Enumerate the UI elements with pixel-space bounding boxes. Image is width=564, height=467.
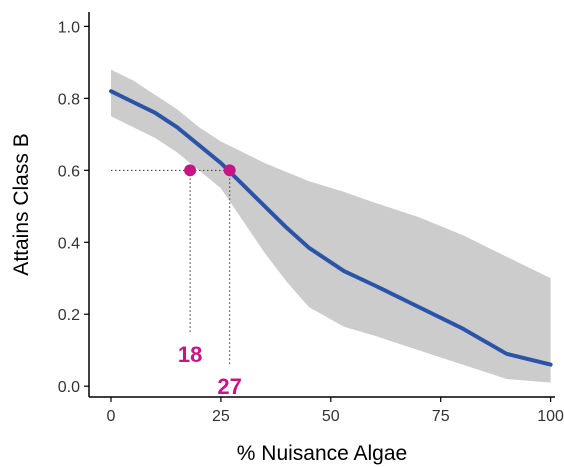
- y-tick-label-0.2: 0.2: [58, 307, 80, 324]
- annotation-label-27: 27: [217, 374, 241, 399]
- annotation-points-layer: [184, 164, 236, 177]
- y-axis-title: Attains Class B: [10, 133, 33, 275]
- annotation-label-18: 18: [178, 342, 202, 367]
- annotation-point-27: [223, 164, 236, 177]
- axes-layer: [88, 12, 555, 398]
- x-axis-title: % Nuisance Algae: [237, 442, 407, 465]
- x-ticks-layer: 0 25 50 75 100: [107, 397, 564, 425]
- y-tick-label-1.0: 1.0: [58, 19, 80, 36]
- y-tick-label-0.0: 0.0: [58, 379, 80, 396]
- x-tick-label-25: 25: [212, 408, 230, 425]
- y-tick-label-0.4: 0.4: [58, 235, 80, 252]
- x-tick-label-75: 75: [432, 408, 450, 425]
- series-line-0: [109, 89, 553, 367]
- annotation-point-18: [184, 164, 197, 177]
- series-line-layer: [109, 89, 553, 367]
- y-tick-label-0.8: 0.8: [58, 91, 80, 108]
- confidence-band: [111, 69, 551, 383]
- x-tick-label-0: 0: [107, 408, 116, 425]
- x-tick-label-50: 50: [322, 408, 340, 425]
- y-tick-label-0.6: 0.6: [58, 163, 80, 180]
- y-ticks-layer: 0.0 0.2 0.4 0.6 0.8 1.0: [58, 19, 89, 396]
- reference-lines-layer: [110, 169, 231, 365]
- x-tick-label-100: 100: [537, 408, 564, 425]
- confidence-band-layer: [111, 69, 551, 383]
